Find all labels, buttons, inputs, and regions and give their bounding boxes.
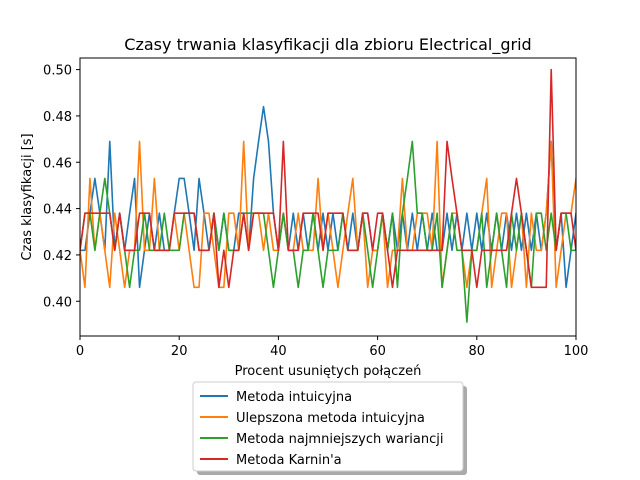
legend-label-2: Ulepszona metoda intuicyjna	[236, 411, 425, 426]
plot-area	[79, 57, 577, 337]
x-tick-label: 40	[270, 344, 287, 359]
legend-label-4: Metoda Karnin'a	[236, 453, 342, 468]
series-layer	[80, 68, 576, 323]
y-tick-label: 0.48	[43, 110, 72, 125]
series-line-3	[80, 140, 576, 323]
plot-frame	[79, 57, 577, 337]
x-axis-ticks: 0 20 40 60 80 100	[76, 336, 589, 359]
y-axis-label: Czas klasyfikacji [s]	[20, 133, 35, 260]
x-tick-label: 60	[369, 344, 386, 359]
x-tick-label: 80	[469, 344, 486, 359]
y-tick-label: 0.50	[43, 64, 72, 79]
series-line-4	[80, 68, 576, 289]
x-tick-label: 100	[564, 344, 589, 359]
x-tick-label: 0	[76, 344, 84, 359]
y-axis-ticks: 0.40 0.42 0.44 0.46 0.48 0.50	[43, 64, 80, 310]
y-tick-label: 0.44	[43, 203, 72, 218]
legend-entries: Metoda intuicyjna Ulepszona metoda intuic…	[200, 390, 444, 468]
y-tick-label: 0.46	[43, 156, 72, 171]
y-tick-label: 0.42	[43, 249, 72, 264]
x-axis-label: Procent usuniętych połączeń	[235, 364, 422, 379]
legend-label-3: Metoda najmniejszych wariancji	[236, 432, 444, 447]
legend-label-1: Metoda intuicyjna	[236, 390, 352, 405]
legend-box	[192, 381, 464, 472]
y-tick-label: 0.40	[43, 295, 72, 310]
chart-title: Czasy trwania klasyfikacji dla zbioru El…	[124, 35, 531, 55]
legend: Metoda intuicyjna Ulepszona metoda intuic…	[192, 381, 467, 475]
x-tick-label: 20	[171, 344, 188, 359]
